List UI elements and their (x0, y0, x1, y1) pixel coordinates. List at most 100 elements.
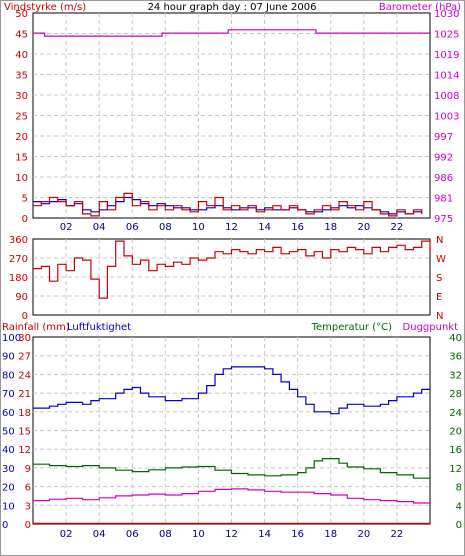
barometer-tick-label: 992 (434, 153, 453, 164)
compass-tick-label: N (436, 235, 443, 246)
x-tick-label: 10 (192, 529, 205, 540)
temperature-tick-label: 0 (456, 520, 462, 531)
compass-tick-label: E (436, 292, 442, 303)
humidity-tick-label: 40 (2, 445, 15, 456)
temperature-series (33, 458, 431, 480)
wind-direction-series (33, 240, 431, 299)
rainfall-tick-label: 9 (25, 464, 31, 475)
x-tick-label: 04 (93, 222, 106, 233)
wind-gust-series (33, 192, 423, 217)
direction-tick-label: 0 (22, 311, 28, 322)
wind-tick-label: 50 (15, 9, 28, 20)
humidity-tick-label: 30 (2, 464, 15, 475)
barometer-tick-label: 1030 (434, 9, 459, 20)
x-tick-label: 16 (291, 529, 304, 540)
x-tick-label: 08 (159, 222, 172, 233)
temperature-tick-label: 24 (449, 408, 462, 419)
humidity-tick-label: 20 (2, 483, 15, 494)
chart-title: 24 hour graph day : 07 June 2006 (148, 2, 317, 13)
temperature-tick-label: 32 (449, 370, 462, 381)
direction-tick-label: 180 (9, 273, 28, 284)
wind-axis-label: Vindstyrke (m/s) (4, 2, 86, 13)
barometer-tick-label: 986 (434, 173, 453, 184)
humidity-tick-label: 70 (2, 389, 15, 400)
wind-tick-label: 45 (15, 30, 28, 41)
humidity-tick-label: 90 (2, 352, 15, 363)
barometer-axis-label: Barometer (hPa) (379, 2, 461, 13)
x-tick-label: 04 (93, 529, 106, 540)
barometer-tick-label: 1014 (434, 71, 459, 82)
temperature-tick-label: 28 (449, 389, 462, 400)
x-tick-label: 14 (258, 222, 271, 233)
rainfall-tick-label: 24 (18, 370, 31, 381)
rainfall-tick-label: 12 (18, 445, 31, 456)
x-tick-label: 02 (60, 529, 73, 540)
barometer-tick-label: 1019 (434, 50, 459, 61)
x-tick-label: 02 (60, 222, 73, 233)
rainfall-axis-label: Rainfall (mm) (2, 322, 70, 333)
temperature-tick-label: 12 (449, 464, 462, 475)
rainfall-tick-label: 3 (25, 501, 31, 512)
wind-tick-label: 20 (15, 132, 28, 143)
direction-tick-label: 90 (15, 292, 28, 303)
barometer-tick-label: 1008 (434, 91, 459, 102)
humidity-tick-label: 80 (2, 370, 15, 381)
x-tick-label: 22 (391, 222, 404, 233)
wind-tick-label: 25 (15, 112, 28, 123)
humidity-temperature-panel: 0369121518212427300102030405060708090100… (2, 333, 462, 540)
temperature-tick-label: 40 (449, 333, 462, 344)
compass-tick-label: N (436, 311, 443, 322)
humidity-tick-label: 50 (2, 427, 15, 438)
x-tick-label: 08 (159, 529, 172, 540)
rainfall-tick-label: 18 (18, 408, 31, 419)
wind-tick-label: 40 (15, 50, 28, 61)
temperature-tick-label: 4 (456, 501, 462, 512)
rainfall-tick-label: 6 (25, 483, 31, 494)
temperature-axis-label: Temperatur (°C) (311, 322, 392, 333)
barometer-tick-label: 981 (434, 194, 453, 205)
x-tick-label: 16 (291, 222, 304, 233)
rainfall-tick-label: 27 (18, 352, 31, 363)
barometer-tick-label: 975 (434, 214, 453, 225)
x-tick-label: 10 (192, 222, 205, 233)
direction-tick-label: 270 (9, 254, 28, 265)
x-tick-label: 18 (324, 222, 337, 233)
x-tick-label: 22 (391, 529, 404, 540)
humidity-tick-label: 10 (2, 501, 15, 512)
temperature-tick-label: 20 (449, 427, 462, 438)
rainfall-tick-label: 21 (18, 389, 31, 400)
temperature-tick-label: 8 (456, 483, 462, 494)
barometer-tick-label: 1025 (434, 30, 459, 41)
x-tick-label: 20 (357, 529, 370, 540)
temperature-tick-label: 16 (449, 445, 462, 456)
wind-tick-label: 5 (22, 194, 28, 205)
wind-pressure-panel: 0 5 10 15 20 25 30 35 40 45 50 975 981 986 992 997 1003 1… (15, 9, 459, 233)
x-tick-label: 12 (225, 222, 238, 233)
barometer-tick-label: 997 (434, 132, 453, 143)
x-tick-label: 06 (126, 222, 139, 233)
dewpoint-axis-label: Duggpunkt (403, 322, 459, 333)
humidity-series (33, 366, 430, 415)
compass-tick-label: S (436, 273, 442, 284)
compass-tick-label: W (436, 254, 446, 265)
barometer-series (33, 29, 430, 37)
direction-tick-label: 360 (9, 235, 28, 246)
humidity-tick-label: 0 (2, 520, 8, 531)
rainfall-tick-label: 15 (18, 427, 31, 438)
wind-tick-label: 10 (15, 173, 28, 184)
wind-tick-label: 0 (22, 214, 28, 225)
wind-tick-label: 15 (15, 153, 28, 164)
wind-tick-label: 30 (15, 91, 28, 102)
humidity-axis-label: Luftfuktighet (67, 322, 131, 333)
rainfall-tick-label: 30 (18, 333, 31, 344)
x-tick-label: 06 (126, 529, 139, 540)
x-tick-label: 18 (324, 529, 337, 540)
humidity-tick-label: 60 (2, 408, 15, 419)
rainfall-tick-label: 0 (25, 520, 31, 531)
x-tick-label: 14 (258, 529, 271, 540)
wind-tick-label: 35 (15, 71, 28, 82)
x-tick-label: 20 (357, 222, 370, 233)
x-tick-label: 12 (225, 529, 238, 540)
barometer-tick-label: 1003 (434, 112, 459, 123)
